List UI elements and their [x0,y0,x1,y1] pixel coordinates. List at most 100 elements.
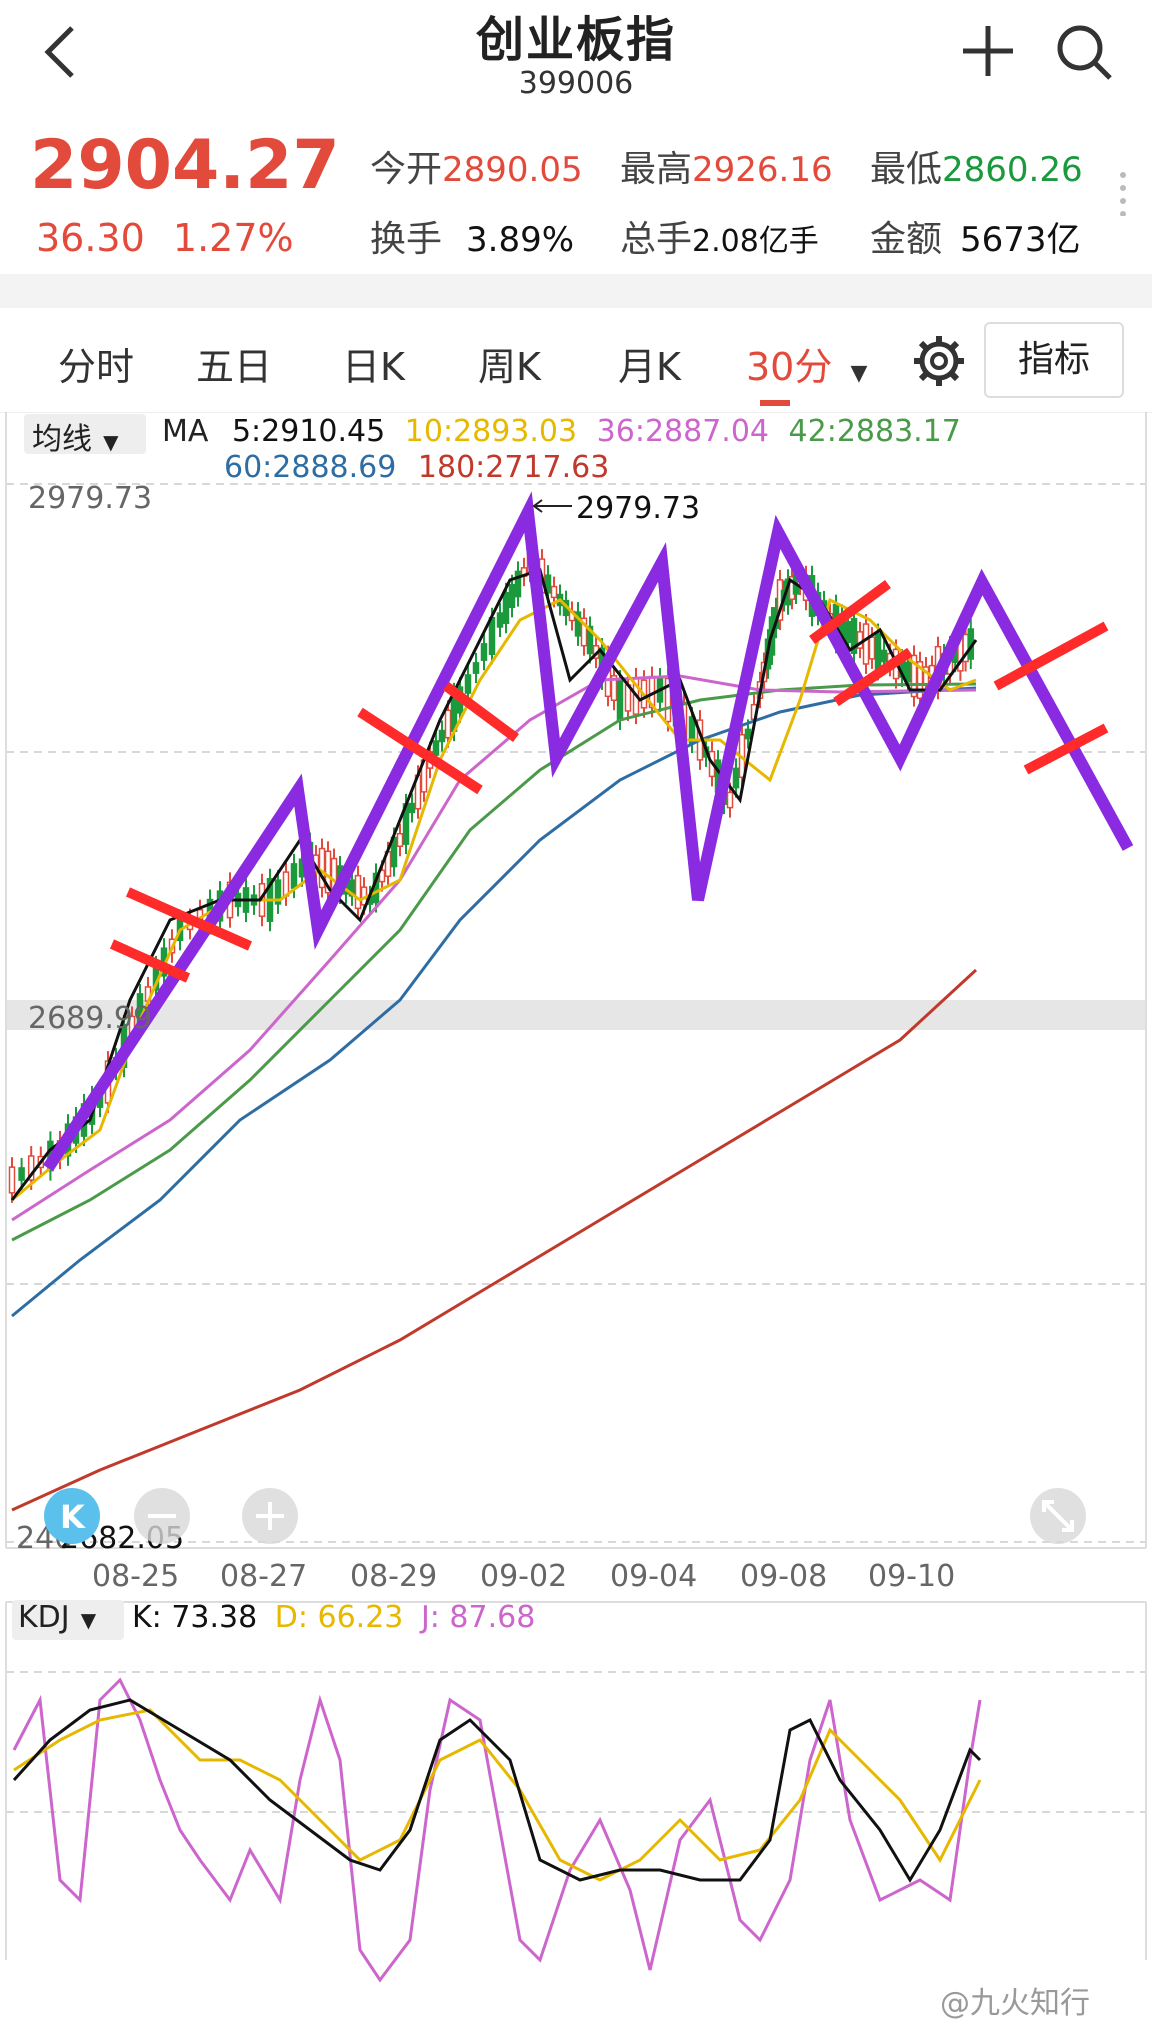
x-tick-label: 08-25 [92,1559,179,1594]
kdj-j-value: J: 87.68 [420,1600,536,1635]
candle-body [354,874,362,910]
candle-body [274,879,282,905]
stat-label: 今开 [370,149,443,190]
candle-body [616,679,624,721]
candle-body [27,1155,35,1181]
ma-selector-label: 均线 [32,422,92,457]
tab-week-k[interactable]: 周K [478,345,541,389]
stat-value: 2890.05 [442,150,583,190]
x-tick-label: 08-29 [350,1559,437,1594]
back-button[interactable] [30,18,90,78]
ma60-value: 60:2888.69 [224,450,397,485]
k-logo-button[interactable]: K [44,1488,100,1544]
candle-body [464,674,472,694]
zoom-out-button[interactable] [134,1488,190,1544]
stat-turnover: 换手 3.89% [370,210,574,262]
kdj-k-line [12,1698,982,1883]
candle-body [586,625,594,655]
candle-body [610,674,618,702]
tab-month-k[interactable]: 月K [618,345,681,389]
candle-body [744,728,752,740]
candle-body [502,592,510,624]
ma-legend-row2: 60:2888.69 180:2717.63 [224,450,609,485]
top-bar: 创业板指 399006 [0,0,1152,120]
y-axis-top-label: 2979.73 [28,481,152,516]
stat-label: 最高 [620,149,693,190]
section-divider [0,274,1152,308]
x-axis: 08-25 08-27 08-29 09-02 09-04 09-08 09-1… [92,1559,955,1594]
chevron-left-icon [44,26,74,78]
svg-text:K: K [60,1498,86,1536]
kdj-k-value: K: 73.38 [132,1600,258,1635]
add-watchlist-button[interactable] [955,18,1021,84]
candle-body [844,621,852,643]
stat-open: 今开2890.05 [370,140,583,192]
stat-value: 2926.16 [692,150,833,190]
high-marker-label: 2979.73 [576,491,700,526]
candle-body [378,869,386,883]
active-tab-indicator [760,400,790,406]
stat-value: 2860.26 [942,150,1083,190]
x-tick-label: 08-27 [220,1559,307,1594]
kdj-selector[interactable]: KDJ ▼ [12,1600,124,1640]
stat-label: 金额 [870,219,943,260]
stat-high: 最高2926.16 [620,140,833,192]
candle-body [508,583,516,609]
search-button[interactable] [1050,18,1116,84]
candle-body [850,618,858,654]
candle-body [496,612,504,628]
ma10-value: 10:2893.03 [404,414,578,449]
ma-legend-row1: MA 5:2910.45 10:2893.03 36:2887.04 42:28… [162,414,961,449]
more-dots-icon[interactable] [1118,170,1128,220]
ma180-value: 180:2717.63 [417,450,610,485]
ma180-line [11,968,978,1512]
y-axis-mid-label: 2689.99 [28,1001,152,1036]
kline-chart[interactable]: 2979.73 2979.73 2689.99 240 2682.05 K 08… [0,410,1152,2020]
candle-body [18,1167,25,1181]
gear-icon [914,336,964,386]
price-crosshair-band [6,1000,1146,1030]
candle-body [480,643,488,661]
candle-body [916,661,924,699]
stock-code: 399006 [518,66,634,101]
candle-body [862,623,870,665]
tab-fenshi[interactable]: 分时 [58,345,135,389]
change-percent: 1.27% [172,216,294,260]
x-tick-label: 09-02 [480,1559,567,1594]
ma-name: MA [162,414,209,449]
stat-label: 总手 [620,219,693,260]
ma-selector[interactable]: 均线 ▼ [24,414,146,457]
ma5-value: 5:2910.45 [231,414,386,449]
settings-button[interactable] [912,334,966,392]
stat-value: 5673亿 [960,220,1081,260]
stat-value: 2.08亿手 [692,224,819,259]
kdj-selector-label: KDJ [18,1600,70,1635]
kdj-d-value: D: 66.23 [274,1600,404,1635]
grid-lines [6,483,1146,1543]
stat-volume: 总手2.08亿手 [620,210,819,262]
tab-30min[interactable]: 30分 ▼ [746,336,867,391]
stat-amount: 金额 5673亿 [870,210,1081,262]
x-tick-label: 09-08 [740,1559,827,1594]
search-icon [1057,25,1112,80]
candle-body [472,662,480,674]
candle-body [408,802,416,814]
candle-body [438,729,446,743]
fullscreen-button[interactable] [1030,1488,1086,1544]
candle-body [488,617,496,655]
candle-body [318,847,326,889]
tab-five-day[interactable]: 五日 [196,345,273,389]
tab-day-k[interactable]: 日K [342,345,405,389]
candle-body [396,832,404,848]
zoom-in-button[interactable] [242,1488,298,1544]
candle-body [290,863,298,889]
candle-body [324,850,332,894]
caret-down-icon: ▼ [80,1608,97,1632]
page-title: 创业板指 [475,12,676,68]
ma42-value: 42:2883.17 [788,414,961,449]
candle-body [904,661,912,683]
indicator-button[interactable]: 指标 [984,322,1124,398]
tab-30min-label: 30分 [746,345,833,389]
stat-label: 最低 [870,149,943,190]
kdj-j-line [12,1677,982,1983]
